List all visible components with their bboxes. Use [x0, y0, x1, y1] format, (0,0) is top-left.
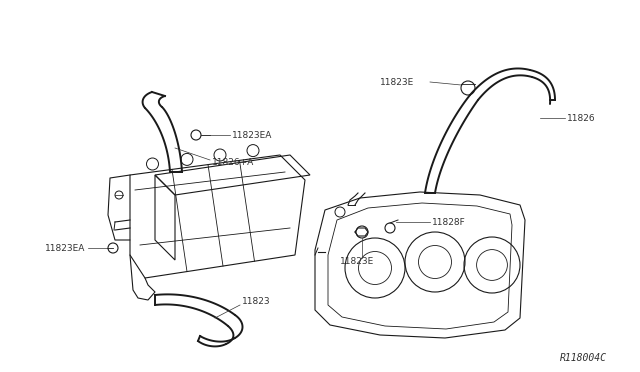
Text: 11828F: 11828F	[432, 218, 466, 227]
Text: 11823E: 11823E	[380, 77, 414, 87]
Text: 11823: 11823	[242, 298, 271, 307]
Text: 11823EA: 11823EA	[45, 244, 85, 253]
Text: 11823EA: 11823EA	[232, 131, 273, 140]
Text: R118004C: R118004C	[560, 353, 607, 363]
Text: 11826+A: 11826+A	[212, 157, 254, 167]
Text: 11826: 11826	[567, 113, 596, 122]
Text: 11823E: 11823E	[340, 257, 374, 266]
